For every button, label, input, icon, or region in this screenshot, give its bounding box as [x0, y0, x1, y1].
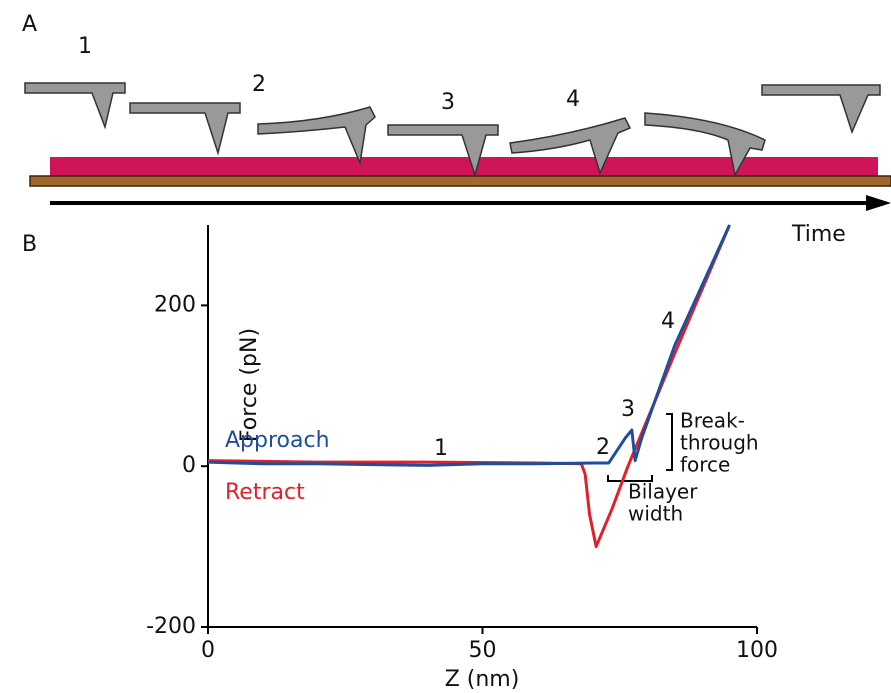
- x-tick-label: 100: [736, 638, 778, 663]
- cantilevers: [24, 82, 881, 178]
- annotation: width: [628, 502, 683, 526]
- stage-label: 2: [252, 72, 266, 97]
- cantilever: [387, 124, 499, 178]
- legend-entry: Approach: [225, 428, 330, 453]
- annotation: 3: [621, 397, 635, 422]
- cantilever: [129, 102, 241, 156]
- x-tick-label: 0: [201, 638, 215, 663]
- series-line: [207, 224, 731, 549]
- time-label: Time: [791, 222, 846, 247]
- panel-label: A: [22, 12, 37, 37]
- arrow-head: [866, 195, 891, 211]
- annotation: 4: [661, 309, 675, 334]
- legend-entry: Retract: [225, 480, 305, 505]
- bracket: [607, 475, 653, 482]
- cantilever: [644, 112, 766, 178]
- annotation: 1: [434, 436, 448, 461]
- x-tick-label: 50: [469, 638, 497, 663]
- substrate: [29, 175, 891, 187]
- bracket: [666, 413, 673, 471]
- cantilever: [509, 117, 632, 176]
- series-line: [207, 224, 731, 467]
- x-axis-label: Z (nm): [445, 667, 520, 692]
- y-tick-label: 0: [182, 453, 196, 478]
- cantilever: [761, 84, 881, 135]
- stage-label: 1: [78, 34, 92, 59]
- annotation: Bilayer: [628, 480, 698, 504]
- annotation: through: [680, 431, 759, 455]
- bilayer: [50, 157, 878, 176]
- y-tick-label: 200: [154, 292, 196, 317]
- cantilever: [24, 82, 126, 130]
- annotation: Break-: [680, 409, 745, 433]
- stage-label: 3: [441, 90, 455, 115]
- annotation: force: [680, 453, 730, 477]
- stage-label: 4: [566, 87, 580, 112]
- annotation: 2: [596, 435, 610, 460]
- panel-label: B: [22, 232, 37, 257]
- cantilever: [257, 106, 376, 166]
- y-axis-label: Force (pN): [237, 328, 262, 442]
- y-tick-label: -200: [146, 614, 196, 639]
